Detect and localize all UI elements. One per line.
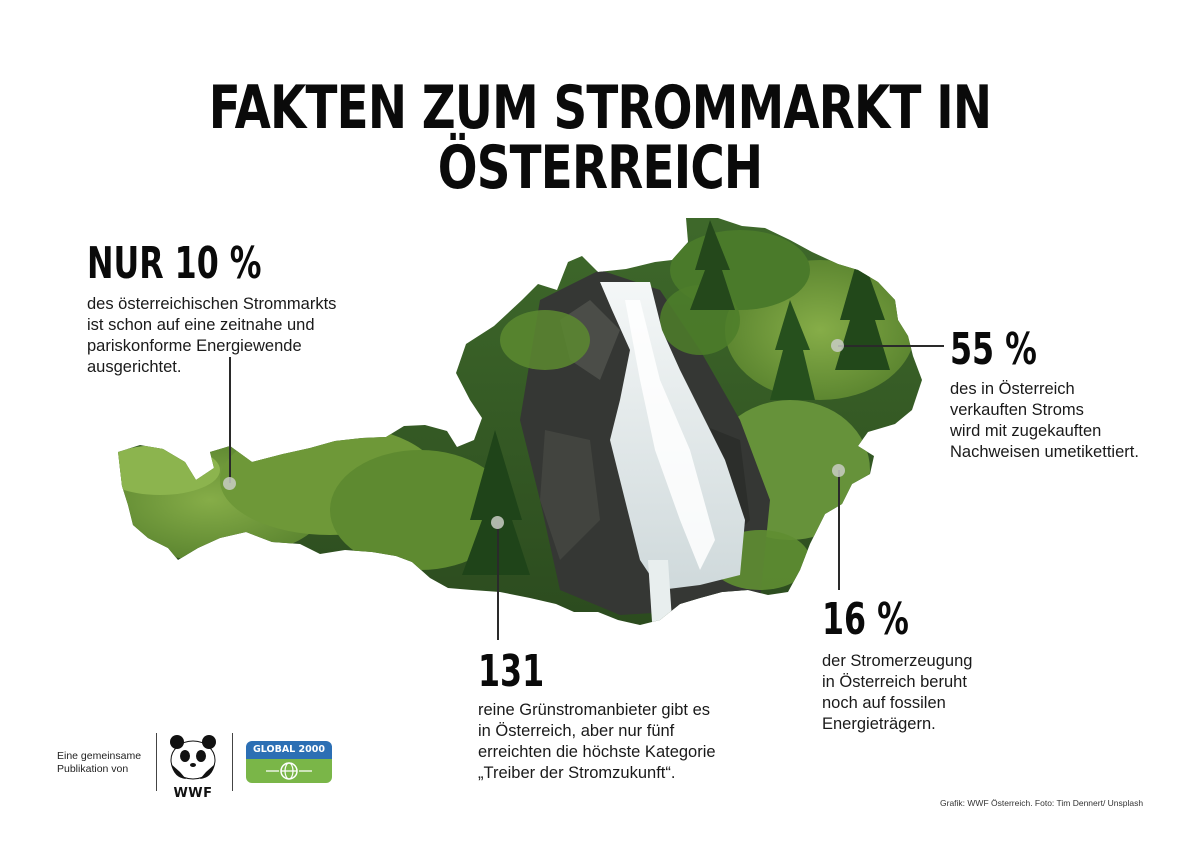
publication-note-line: Publikation von: [57, 763, 129, 775]
fact-131-line: „Treiber der Stromzukunft“.: [478, 764, 676, 782]
fact-55-percent: 55 % des in Österreich verkauften Stroms…: [950, 328, 1139, 463]
fact-131-line: reine Grünstromanbieter gibt es: [478, 701, 711, 719]
leader-line-55: [838, 345, 944, 347]
fact-16-percent: 16 % der Stromerzeugung in Österreich be…: [822, 598, 972, 735]
page-title: FAKTEN ZUM STROMMARKT IN ÖSTERREICH: [208, 73, 992, 203]
global2000-logo: GLOBAL 2000: [246, 741, 332, 783]
fact-10-description: des österreichischen Strommarkts ist sch…: [87, 294, 336, 378]
fact-10-percent: NUR 10 % des österreichischen Strommarkt…: [87, 242, 336, 378]
fact-10-value: NUR 10 %: [87, 238, 262, 289]
fact-16-line: noch auf fossilen: [822, 694, 946, 712]
fact-131-providers: 131 reine Grünstromanbieter gibt es in Ö…: [478, 650, 716, 784]
publication-note: Eine gemeinsame Publikation von: [57, 750, 141, 776]
marker-dot-10: [223, 477, 236, 490]
fact-16-line: der Stromerzeugung: [822, 652, 973, 670]
wwf-logo: WWF: [166, 732, 220, 801]
fact-16-line: in Österreich beruht: [822, 673, 967, 691]
fact-16-line: Energieträgern.: [822, 715, 936, 733]
footer-divider-left: [156, 733, 157, 791]
wwf-label: WWF: [173, 786, 213, 801]
globe-icon: [266, 762, 312, 780]
fact-55-line: Nachweisen umetikettiert.: [950, 443, 1139, 461]
marker-dot-55: [831, 339, 844, 352]
fact-10-line: ist schon auf eine zeitnahe und: [87, 316, 315, 334]
fact-16-description: der Stromerzeugung in Österreich beruht …: [822, 651, 972, 735]
photo-credit: Grafik: WWF Österreich. Foto: Tim Denner…: [940, 798, 1144, 808]
leader-line-16: [838, 470, 840, 590]
leader-line-10: [229, 357, 231, 483]
fact-55-line: wird mit zugekauften: [950, 422, 1102, 440]
fact-10-line: des österreichischen Strommarkts: [87, 295, 337, 313]
marker-dot-16: [832, 464, 845, 477]
fact-10-line: ausgerichtet.: [87, 358, 182, 376]
fact-55-line: verkauften Stroms: [950, 401, 1084, 419]
marker-dot-131: [491, 516, 504, 529]
global2000-label: GLOBAL 2000: [246, 741, 332, 759]
fact-55-line: des in Österreich: [950, 380, 1075, 398]
fact-10-line: pariskonforme Energiewende: [87, 337, 302, 355]
fact-16-value: 16 %: [822, 594, 909, 645]
fact-131-line: erreichten die höchste Kategorie: [478, 743, 716, 761]
fact-55-description: des in Österreich verkauften Stroms wird…: [950, 379, 1139, 463]
fact-131-line: in Österreich, aber nur fünf: [478, 722, 675, 740]
fact-131-description: reine Grünstromanbieter gibt es in Öster…: [478, 700, 716, 784]
leader-line-131: [497, 522, 499, 640]
panda-icon: [170, 735, 216, 780]
footer-divider-right: [232, 733, 233, 791]
publication-note-line: Eine gemeinsame: [57, 750, 142, 762]
fact-55-value: 55 %: [950, 324, 1037, 375]
fact-131-value: 131: [478, 646, 545, 697]
